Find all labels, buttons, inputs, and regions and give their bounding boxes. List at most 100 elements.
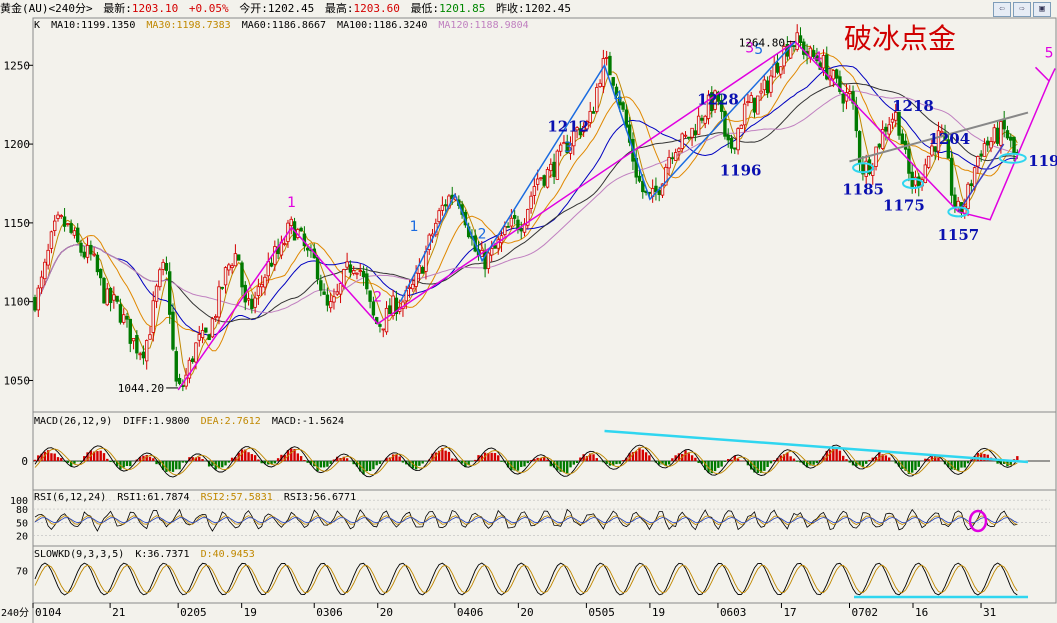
candle-body [381, 328, 385, 331]
candle-body [486, 252, 491, 269]
candle-body [384, 307, 389, 333]
candle-body [578, 128, 583, 136]
candle-body [135, 335, 139, 354]
candle-body [677, 148, 681, 152]
candle-body [95, 254, 100, 273]
candle-body [223, 267, 228, 286]
candle-body [53, 220, 57, 231]
candle-body [575, 127, 579, 131]
candle-body [46, 249, 50, 266]
candle-body [552, 161, 556, 178]
candle-body [848, 91, 852, 95]
candle-body [989, 141, 993, 149]
candle-body [332, 296, 336, 303]
candle-body [233, 253, 238, 267]
candle-body [526, 208, 530, 226]
candle-body [85, 245, 90, 258]
candle-body [979, 153, 983, 157]
candle-body [440, 204, 445, 211]
latest-label: 最新: [103, 2, 132, 15]
candle-body [394, 297, 399, 315]
candle-body [595, 87, 599, 112]
x-tick-label: 17 [783, 606, 796, 619]
candle-body [246, 298, 251, 301]
candle-body [122, 314, 126, 323]
candle-body [200, 330, 205, 338]
candle-body [503, 226, 507, 235]
candle-body [190, 358, 195, 362]
candle-body [230, 265, 234, 268]
candle-body [851, 91, 855, 104]
candle-body [112, 294, 116, 301]
candle-body [779, 66, 783, 75]
candle-body [926, 155, 931, 168]
candle-body [227, 264, 231, 271]
candle-body [890, 118, 895, 123]
candle-body [795, 32, 799, 50]
candle-body [834, 69, 839, 79]
quote-header: 黄金(AU)<240分> 最新:1203.10 +0.05% 今开:1202.4… [0, 0, 1057, 18]
candle-body [667, 157, 671, 169]
wave-label-blue: 1 [410, 219, 419, 235]
price-level-label: 1185 [842, 181, 884, 199]
high-price-mark: 1264.80 [739, 37, 785, 50]
candle-body [746, 101, 750, 104]
candle-body [72, 230, 77, 236]
kd-d-value: D:40.9453 [200, 549, 255, 560]
candle-body [89, 244, 93, 255]
candle-body [736, 128, 740, 151]
ma100-legend: MA100:1186.3240 [337, 20, 428, 31]
y-tick-label: 1200 [4, 138, 31, 151]
close-label: 昨收: [496, 2, 525, 15]
candle-body [683, 134, 688, 137]
candle-body [742, 103, 747, 126]
candle-body [762, 79, 767, 91]
candle-body [618, 96, 622, 106]
candle-body [558, 144, 563, 152]
candle-body [167, 271, 172, 315]
candle-body [562, 142, 566, 145]
magenta-arrow-head [1034, 66, 1056, 83]
candle-body [194, 342, 198, 363]
candle-body [253, 297, 257, 308]
candle-body [703, 115, 707, 124]
maximize-icon[interactable]: ▣ [1033, 2, 1051, 17]
candle-body [880, 128, 885, 149]
candle-body [690, 127, 694, 138]
candle-body [187, 359, 192, 379]
candle-body [322, 291, 326, 295]
ma60-line [34, 65, 1018, 336]
macd-dea: DEA:2.7612 [200, 416, 261, 427]
candle-body [128, 318, 132, 344]
next-arrow-icon[interactable]: ⇨ [1013, 2, 1031, 17]
prev-arrow-icon[interactable]: ⇦ [993, 2, 1011, 17]
y-tick-label: 1100 [4, 296, 31, 309]
candle-body [174, 351, 178, 382]
ma10-legend: MA10:1199.1350 [51, 20, 136, 31]
candle-body [726, 134, 730, 141]
candle-body [854, 104, 859, 132]
candle-body [118, 304, 123, 323]
price-level-label: 1228 [697, 91, 739, 109]
candle-body [900, 133, 905, 145]
x-tick-label: 0603 [720, 606, 747, 619]
candle-body [378, 324, 382, 327]
candle-body [992, 127, 997, 143]
candle-body [565, 141, 569, 154]
candle-body [145, 340, 149, 362]
macd-legend: MACD(26,12,9) DIFF:1.9800 DEA:2.7612 MAC… [34, 416, 349, 428]
candle-body [549, 163, 553, 172]
candle-body [756, 95, 760, 115]
candle-body [138, 353, 142, 356]
candle-body [82, 251, 86, 258]
candle-body [972, 167, 977, 188]
candle-body [351, 270, 356, 274]
wave-label-magenta: 2 [373, 290, 382, 306]
candle-body [752, 97, 757, 113]
candle-body [670, 157, 675, 160]
candle-body [56, 214, 60, 219]
candle-body [759, 90, 763, 94]
candle-body [999, 121, 1003, 146]
candle-body [391, 295, 395, 316]
